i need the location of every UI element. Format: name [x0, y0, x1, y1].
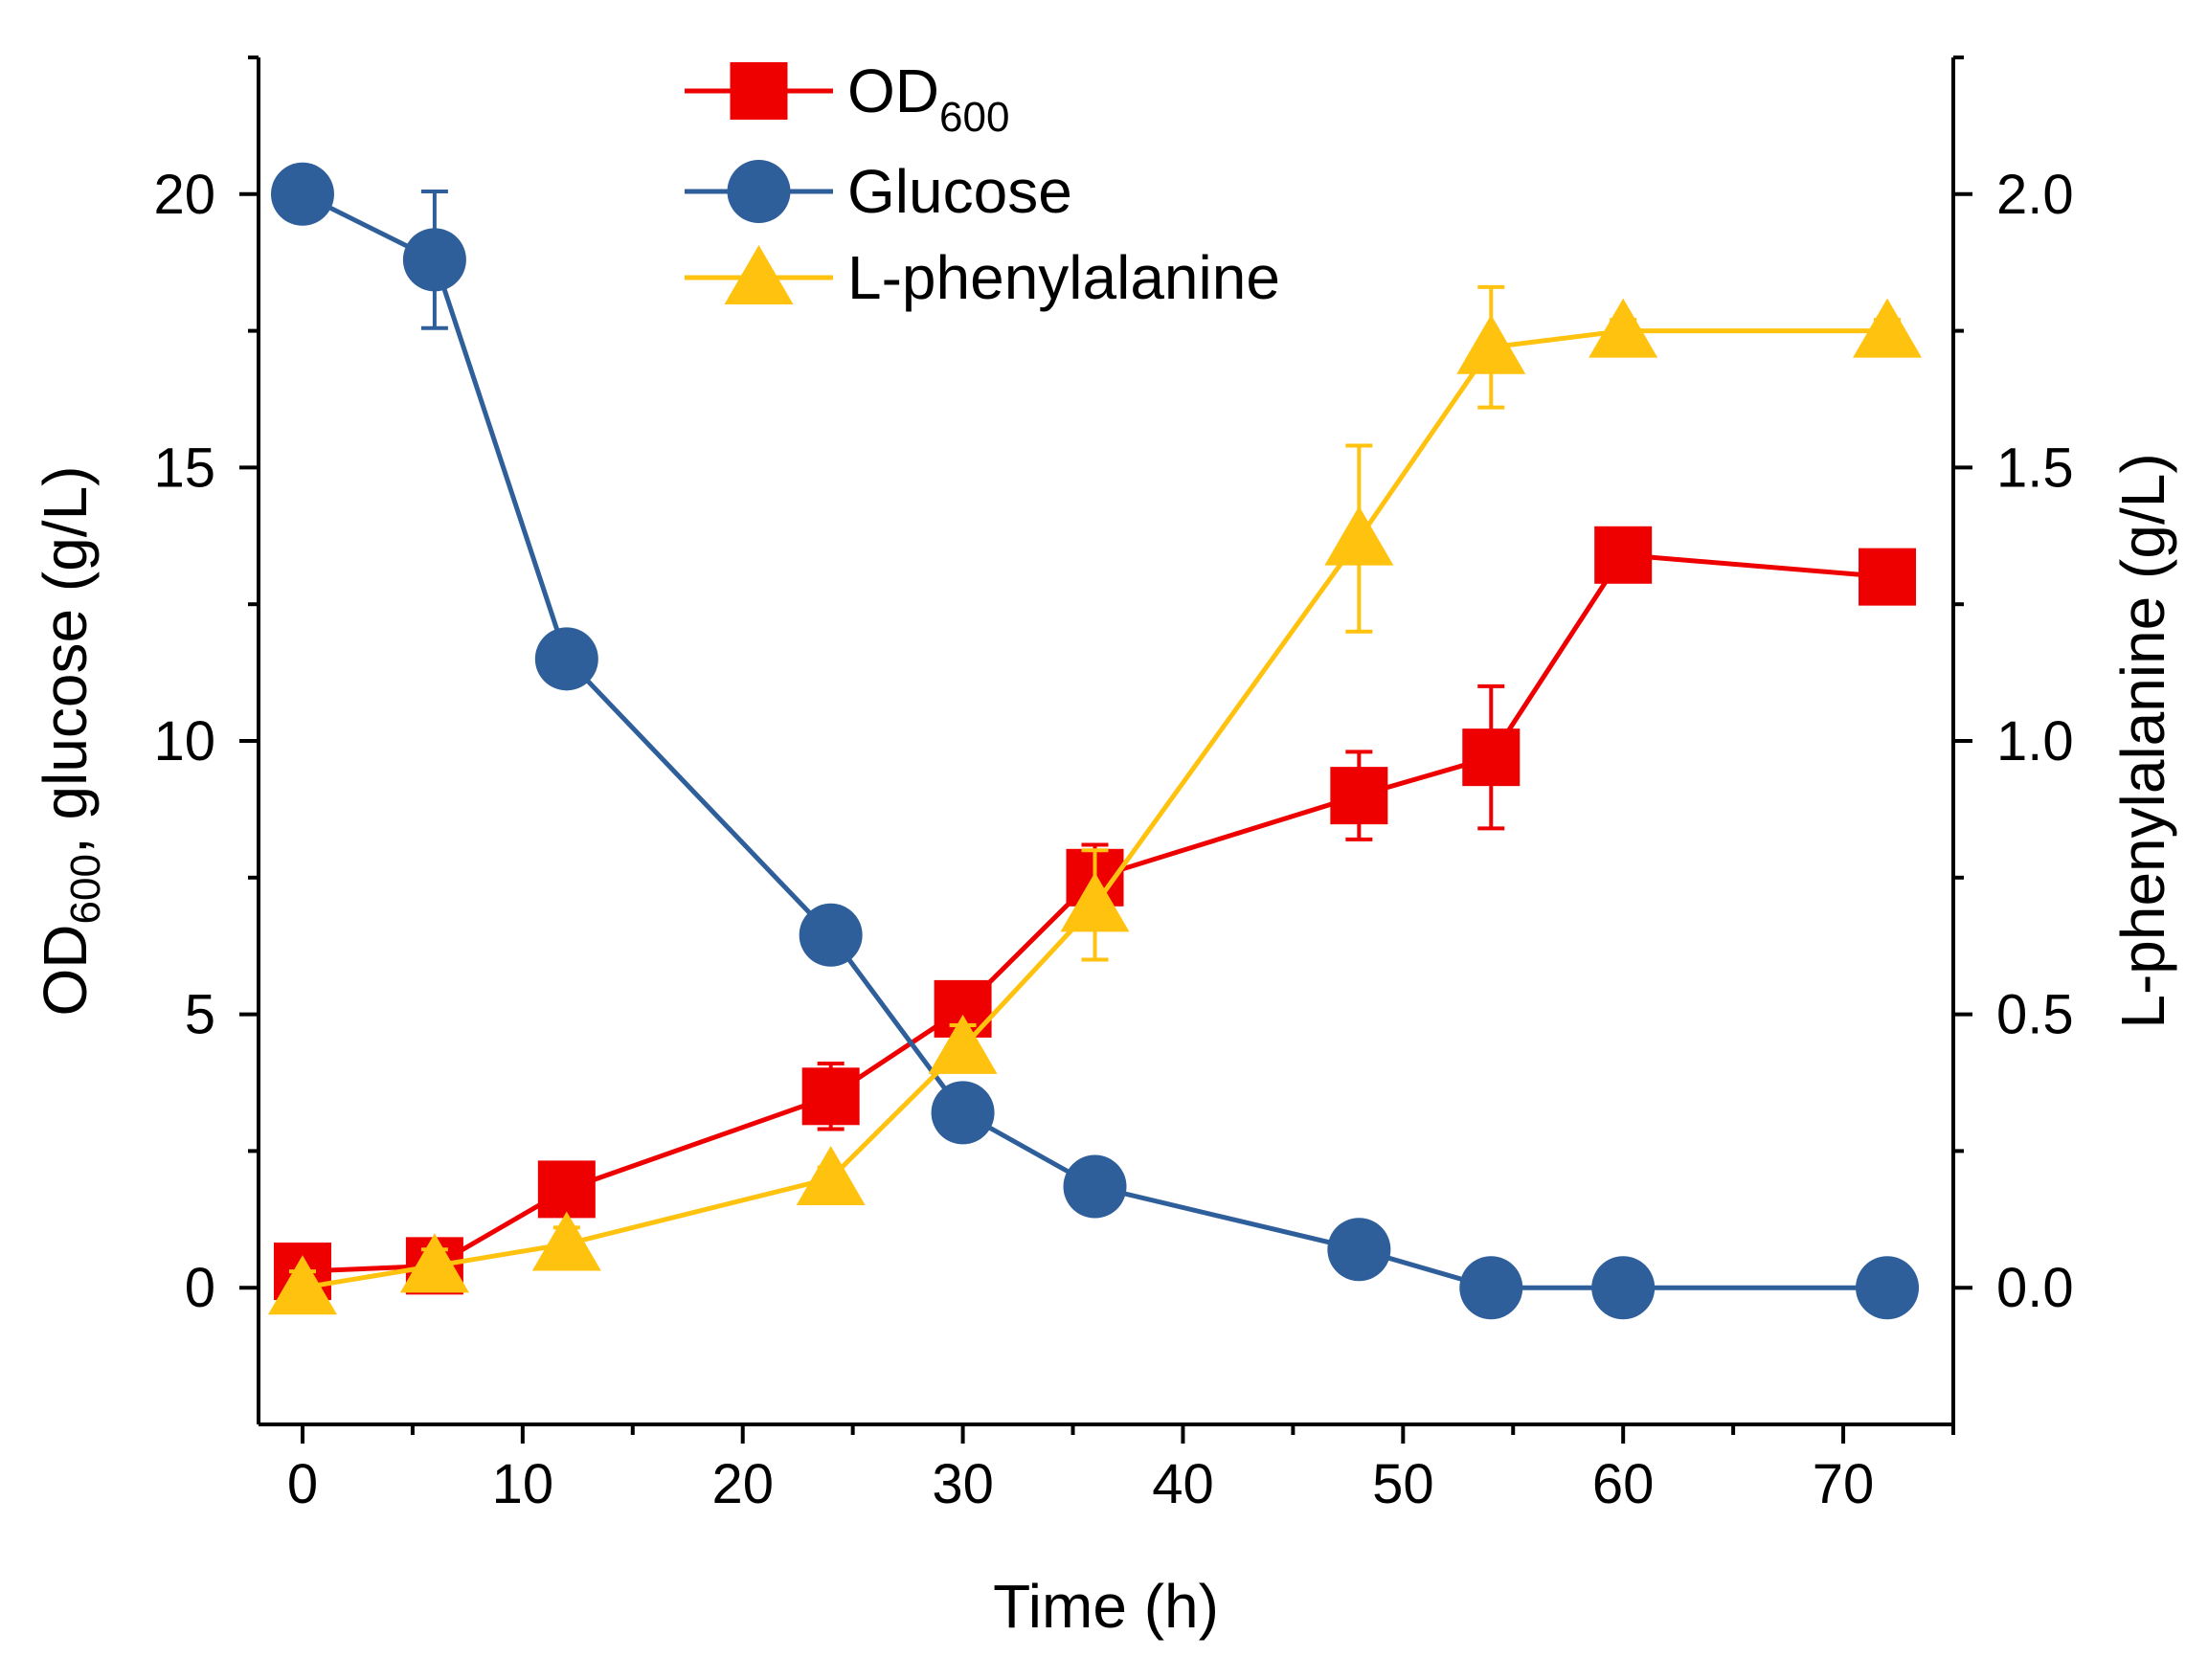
x-tick-label: 70: [1813, 1453, 1875, 1515]
series-l-phenylalanine-point: [796, 1145, 866, 1205]
y-axis-left-title: OD600, glucose (g/L): [31, 466, 109, 1017]
x-tick-label: 50: [1372, 1453, 1434, 1515]
x-tick-label: 20: [711, 1453, 774, 1515]
series-l-phenylalanine-point: [1588, 298, 1658, 358]
series-glucose-point: [1856, 1256, 1920, 1320]
legend-item-od600-label-main: OD: [847, 56, 939, 125]
x-axis-title: Time (h): [993, 1572, 1219, 1641]
series-glucose: [270, 162, 1920, 1320]
x-tick-label: 0: [287, 1453, 318, 1515]
series-l-phenylalanine-point: [267, 1255, 337, 1315]
y-axis-right-title: L-phenylalanine (g/L): [2108, 453, 2177, 1028]
legend-item-od600-label-sub: 600: [939, 94, 1009, 141]
series-glucose-line: [301, 191, 1888, 1290]
y-right-tick-label: 2.0: [1996, 164, 2074, 226]
series-od600-point: [1859, 548, 1917, 606]
series-glucose-point: [931, 1081, 995, 1145]
legend-item-od600: OD600: [685, 56, 1009, 141]
x-tick-label: 60: [1592, 1453, 1655, 1515]
series-l-phenylalanine-point: [1060, 872, 1130, 932]
series-l-phenylalanine-point: [928, 1014, 998, 1074]
legend-item-l-phenylalanine-label-main: L-phenylalanine: [847, 243, 1280, 312]
legend-item-glucose-label: Glucose: [847, 157, 1072, 226]
plot-series: [267, 162, 1923, 1320]
x-tick-label: 10: [492, 1453, 554, 1515]
series-od600-line: [302, 552, 1888, 1274]
legend-item-l-phenylalanine-label: L-phenylalanine: [847, 243, 1280, 312]
legend-item-od600-label: OD600: [847, 56, 1009, 141]
y-right-tick-label: 1.5: [1996, 437, 2074, 499]
legend-item-l-phenylalanine-marker: [724, 245, 794, 304]
y-right-tick-label: 0.5: [1996, 984, 2074, 1046]
series-glucose-point: [534, 627, 598, 691]
y-right-tick-label: 0.0: [1996, 1257, 2074, 1319]
series-glucose-point: [1063, 1154, 1127, 1219]
series-glucose-point: [402, 228, 466, 292]
y-axis-left-title-prefix: OD: [31, 924, 100, 1016]
series-glucose-point: [270, 162, 334, 226]
legend-item-od600-marker: [730, 62, 788, 120]
series-glucose-point: [1459, 1256, 1523, 1320]
y-axis-left-title-suffix: , glucose (g/L): [31, 466, 100, 855]
series-od600-point: [1330, 767, 1388, 825]
y-left-tick-label: 0: [185, 1257, 215, 1319]
series-od600-point: [1594, 526, 1653, 584]
legend-item-glucose: Glucose: [685, 157, 1072, 226]
series-l-phenylalanine-point: [1456, 314, 1526, 374]
legend: OD600 Glucose L-phenylalanine: [685, 56, 1280, 312]
series-od600-point: [1462, 728, 1521, 787]
y-axis-left-title-sub: 600: [62, 854, 109, 924]
y-left-tick-label: 15: [153, 437, 215, 499]
series-od600-point: [801, 1067, 860, 1126]
axis-labels: Time (h)OD600, glucose (g/L) L-phenylalan…: [31, 453, 2177, 1641]
y-left-tick-label: 5: [185, 984, 215, 1046]
legend-item-glucose-marker: [727, 160, 791, 223]
y-left-tick-label: 20: [153, 164, 215, 226]
series-l-phenylalanine-point: [1853, 298, 1923, 358]
series-od600-point: [537, 1160, 596, 1219]
x-tick-label: 40: [1152, 1453, 1214, 1515]
series-l-phenylalanine-point: [399, 1233, 469, 1293]
series-l-phenylalanine-point: [1324, 505, 1394, 566]
series-l-phenylalanine: [267, 284, 1923, 1315]
series-l-phenylalanine-point: [531, 1211, 601, 1271]
series-glucose-point: [799, 903, 863, 967]
y-right-tick-label: 1.0: [1996, 710, 2074, 773]
series-l-phenylalanine-line: [302, 328, 1888, 1290]
axis-ticks: 0 10 20 30 40 50 60 70 0 5 10 15 20 0.0 0.5 1.0 1.5 2.0: [153, 56, 2074, 1515]
series-glucose-point: [1327, 1218, 1391, 1282]
legend-item-l-phenylalanine: L-phenylalanine: [685, 243, 1280, 312]
series-glucose-point: [1591, 1256, 1656, 1320]
x-tick-label: 30: [932, 1453, 994, 1515]
legend-item-glucose-label-main: Glucose: [847, 157, 1072, 226]
y-left-tick-label: 10: [153, 710, 215, 773]
